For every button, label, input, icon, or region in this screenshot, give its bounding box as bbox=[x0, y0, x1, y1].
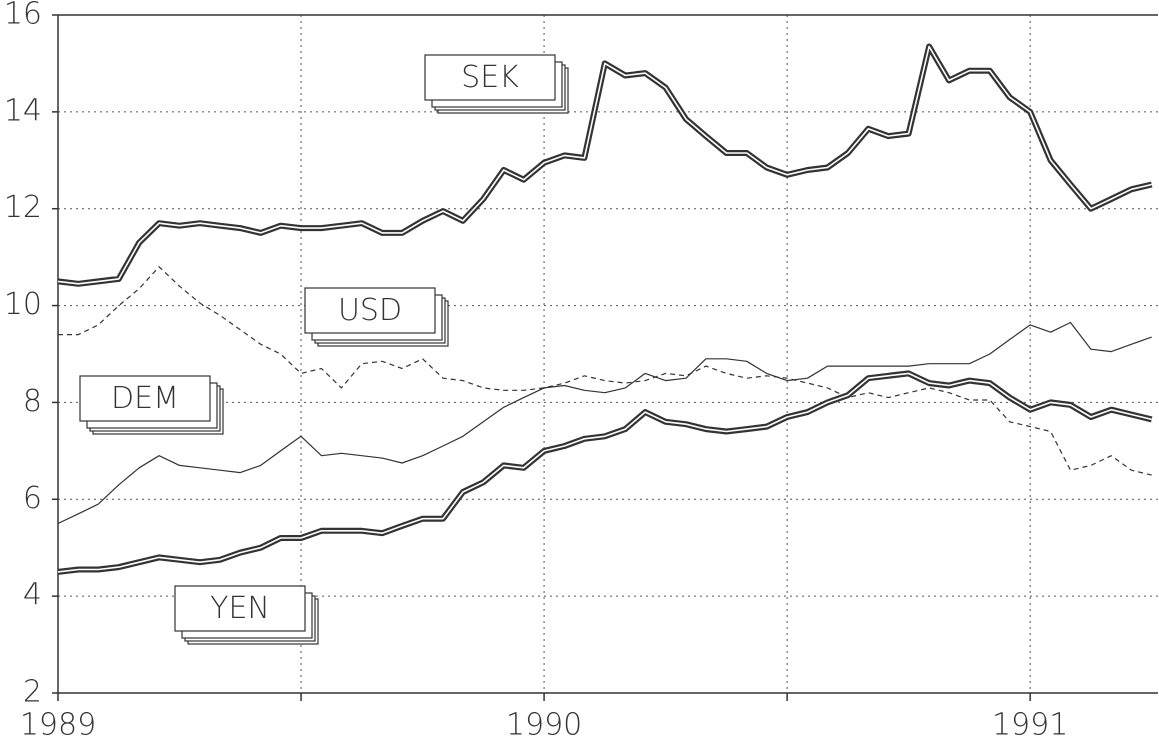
series-label: YEN bbox=[210, 591, 270, 626]
series-label: USD bbox=[338, 293, 402, 328]
y-tick-label: 12 bbox=[4, 190, 42, 225]
series-label: DEM bbox=[111, 381, 179, 416]
x-tick-label: 1989 bbox=[20, 708, 96, 743]
y-tick-label: 10 bbox=[4, 287, 42, 322]
y-tick-label: 8 bbox=[23, 384, 42, 419]
y-tick-label: 4 bbox=[23, 578, 42, 613]
series-line bbox=[57, 321, 1152, 525]
label-box bbox=[304, 287, 436, 334]
y-tick-label: 14 bbox=[4, 93, 42, 128]
series-label: SEK bbox=[461, 60, 519, 95]
x-tick-label: 1990 bbox=[506, 708, 582, 743]
label-box bbox=[424, 54, 556, 101]
series-line bbox=[57, 43, 1153, 287]
series-line bbox=[58, 266, 1152, 476]
label-box bbox=[79, 375, 211, 422]
x-tick-label: 1991 bbox=[992, 708, 1068, 743]
y-tick-label: 6 bbox=[23, 481, 42, 516]
y-tick-label: 2 bbox=[23, 675, 42, 710]
y-tick-label: 16 bbox=[4, 0, 42, 32]
series-line-highlight bbox=[57, 45, 1152, 285]
series-line-highlight bbox=[57, 372, 1152, 573]
label-box bbox=[174, 585, 306, 632]
